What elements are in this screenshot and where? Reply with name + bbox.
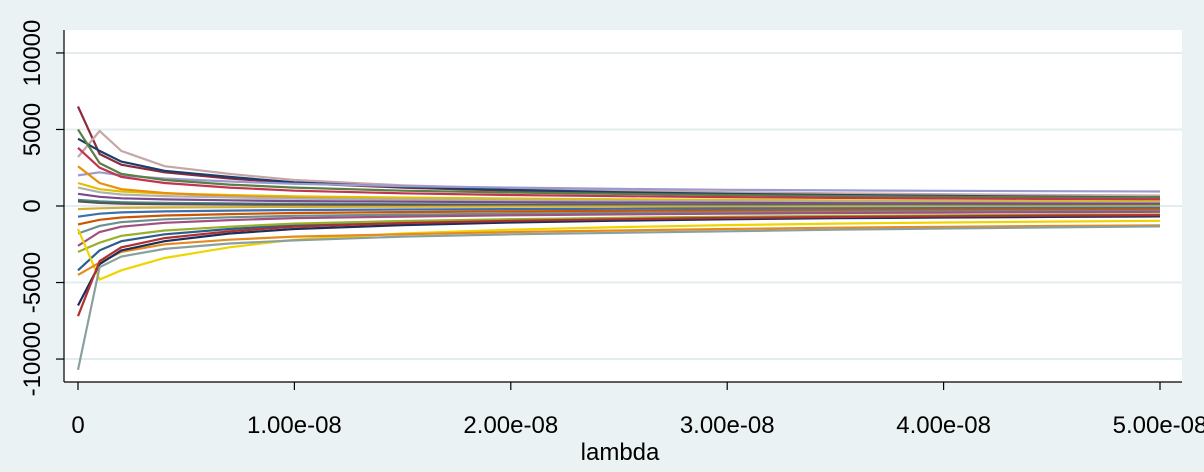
x-tick-label: 1.00e-08 <box>247 412 342 439</box>
y-tick-label: 5000 <box>19 103 46 156</box>
series-line <box>77 181 1161 203</box>
x-tick-label: 3.00e-08 <box>680 412 775 439</box>
series-line <box>77 210 1161 247</box>
series-line <box>77 205 1161 211</box>
x-tick-label: 5.00e-08 <box>1113 412 1204 439</box>
y-tick-label: 0 <box>19 199 46 212</box>
series-line <box>77 128 1161 199</box>
series-line <box>76 219 1161 281</box>
series-line <box>77 224 1161 276</box>
series-line <box>77 186 1161 204</box>
series-line <box>77 146 1161 201</box>
series-line <box>77 215 1161 307</box>
y-tick-label: -10000 <box>19 322 46 397</box>
x-axis-title: lambda <box>581 439 660 466</box>
x-tick-label: 2.00e-08 <box>463 412 558 439</box>
y-tick-label: 10000 <box>19 20 46 87</box>
series-line <box>76 225 1161 371</box>
series-lines <box>76 106 1161 371</box>
x-tick-label: 4.00e-08 <box>896 412 991 439</box>
series-line <box>77 208 1161 226</box>
y-tick-label: -5000 <box>19 252 46 313</box>
series-line <box>77 209 1161 235</box>
series-line <box>77 206 1161 218</box>
x-tick-label: 0 <box>71 412 84 439</box>
y-axis-ticks: -10000 -5000 0 5000 10000 <box>19 20 64 397</box>
x-axis-ticks: 0 1.00e-08 2.00e-08 3.00e-08 4.00e-08 5.00e-0… <box>71 382 1204 439</box>
series-line <box>77 192 1161 205</box>
series-line <box>76 214 1161 317</box>
